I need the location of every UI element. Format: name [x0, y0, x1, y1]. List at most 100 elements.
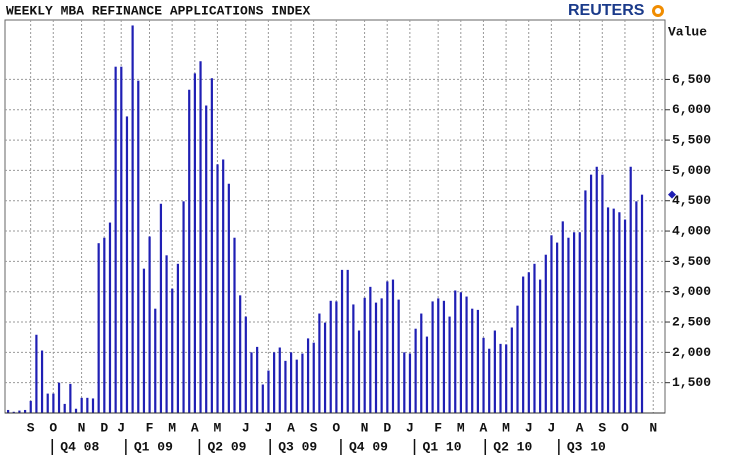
x-tick-label: N [78, 420, 86, 435]
bar [527, 272, 530, 413]
x-tick-label: F [146, 420, 154, 435]
bar [420, 313, 423, 413]
bar [431, 301, 434, 413]
quarter-label: Q2 09 [207, 439, 246, 454]
brand: REUTERS [568, 2, 645, 19]
x-tick-label: J [242, 420, 250, 435]
bar [227, 183, 230, 413]
bar [125, 116, 129, 414]
quarter-label: Q1 09 [134, 439, 173, 454]
bar [290, 352, 293, 413]
x-tick-label: O [332, 420, 340, 435]
x-tick-label: M [502, 420, 510, 435]
bar [233, 237, 236, 413]
bar [74, 408, 78, 413]
bar [188, 89, 191, 414]
x-tick-label: J [406, 420, 414, 435]
bar [239, 295, 242, 413]
x-tick-label: A [287, 420, 295, 435]
bar [46, 393, 49, 413]
y-axis-label: Value [668, 24, 707, 39]
bar [578, 232, 581, 413]
bar [595, 166, 598, 413]
x-tick-label: M [214, 420, 222, 435]
bar [476, 309, 479, 413]
bar [63, 403, 66, 413]
bar [108, 222, 112, 413]
bar [618, 212, 621, 413]
bar [516, 305, 519, 413]
x-tick-label: M [457, 420, 465, 435]
bar [374, 302, 378, 413]
bar [454, 290, 457, 413]
bar [635, 201, 638, 413]
bar [278, 347, 281, 413]
bar [623, 219, 627, 413]
bar [573, 232, 576, 413]
x-tick-label: S [310, 420, 318, 435]
bar [482, 337, 485, 413]
bar [165, 255, 168, 413]
bar [363, 297, 366, 413]
bar [250, 352, 253, 413]
bar [488, 348, 491, 413]
y-tick-label: 5,500 [672, 133, 711, 148]
y-tick-label: 2,000 [672, 345, 711, 360]
bar [40, 350, 44, 413]
bar [103, 237, 106, 413]
x-tick-label: D [383, 420, 391, 435]
bar [267, 370, 270, 413]
bar [561, 221, 564, 413]
x-tick-label: F [434, 420, 442, 435]
bar [256, 346, 259, 413]
bar [442, 300, 446, 413]
bar [352, 304, 355, 413]
y-tick-label: 4,000 [672, 223, 711, 238]
bar [403, 352, 406, 413]
bar [369, 286, 372, 413]
bar [556, 242, 559, 413]
quarter-label: Q4 09 [349, 439, 388, 454]
y-tick-label: 6,500 [672, 72, 711, 87]
bar [612, 208, 615, 413]
x-tick-label: S [27, 420, 35, 435]
bar [159, 203, 163, 413]
bar [539, 279, 542, 413]
x-tick-label: A [191, 420, 199, 435]
bar [318, 313, 321, 413]
x-tick-label: A [480, 420, 488, 435]
bar [35, 334, 38, 413]
bar [493, 330, 496, 413]
bar [222, 159, 225, 413]
quarter-label: Q3 09 [278, 439, 317, 454]
bar [131, 25, 134, 413]
bar [244, 316, 247, 413]
bar [386, 281, 389, 413]
bar [425, 336, 429, 413]
x-tick-label: M [168, 420, 176, 435]
quarter-label: Q3 10 [567, 439, 606, 454]
bar [114, 66, 117, 414]
bar [567, 237, 570, 413]
x-tick-label: O [621, 420, 629, 435]
chart-title: WEEKLY MBA REFINANCE APPLICATIONS INDEX [6, 3, 310, 18]
bar [522, 276, 525, 413]
bar [120, 66, 123, 414]
y-tick-label: 5,000 [672, 163, 711, 178]
quarter-label: Q1 10 [423, 439, 462, 454]
x-tick-label: N [649, 420, 657, 435]
x-tick-label: J [117, 420, 125, 435]
bar [91, 398, 95, 413]
bar [323, 322, 327, 413]
brand-logo [652, 5, 664, 17]
bar [550, 235, 553, 413]
bar [510, 327, 513, 413]
y-tick-label: 4,500 [672, 193, 711, 208]
bar [205, 105, 208, 413]
quarter-label: Q2 10 [493, 439, 532, 454]
bar [584, 190, 587, 413]
current-value-marker [668, 190, 676, 199]
bar [23, 409, 27, 413]
bar [284, 360, 287, 413]
